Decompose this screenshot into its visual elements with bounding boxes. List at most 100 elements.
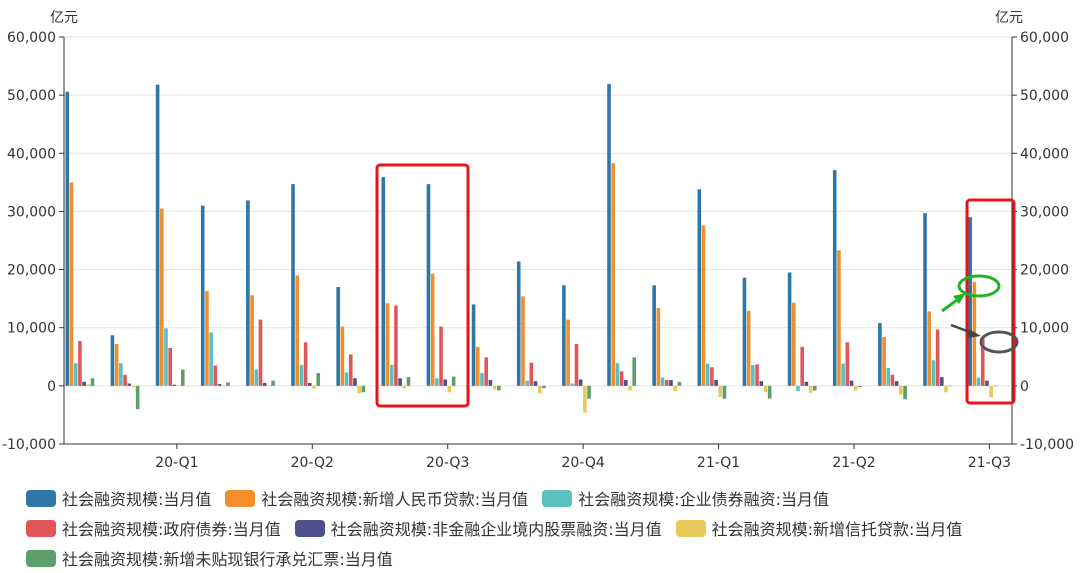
bar [763,385,768,393]
bar [316,373,321,386]
bar [361,385,366,393]
bar [583,385,587,413]
bar [394,305,398,386]
bar [200,205,205,386]
y-axis-unit-left: 亿元 [50,10,78,26]
bar [308,382,312,386]
bar [714,380,718,386]
bar [496,385,501,391]
x-tick-label: 20-Q4 [561,455,604,471]
legend-swatch [542,489,573,507]
y-tick-label-right: -10,000 [1020,437,1074,453]
legend-item[interactable]: 社会融资规模:当月值 [26,486,211,510]
bar [131,385,136,388]
bar [389,364,394,386]
bars [65,84,998,413]
legend-item[interactable]: 社会融资规模:企业债券融资:当月值 [542,486,829,510]
highlight-box [375,163,470,408]
annotation-arrowhead [953,293,966,304]
bar [119,363,123,386]
bar [849,380,854,386]
bar [619,371,624,386]
legend-swatch [26,549,56,567]
y-tick-label-left: 60,000 [7,30,56,46]
bar [180,369,185,386]
bar [673,385,677,392]
annotations [375,163,1019,408]
y-tick-label-left: -10,000 [2,437,56,453]
bar [295,275,300,386]
bar [159,208,164,386]
bar [935,329,940,386]
bar [226,382,230,386]
bar [980,338,985,386]
bar [78,341,82,386]
bar [853,385,858,391]
y-tick-label-left: 20,000 [7,263,56,279]
bar [985,380,989,386]
bar [221,385,226,387]
x-tick-label: 21-Q2 [832,455,875,471]
bar [86,384,91,386]
legend-label: 社会融资规模:新增人民币贷款:当月值 [261,490,529,509]
bar [710,367,714,386]
bar [254,369,259,386]
bar [492,385,497,390]
y-tick-label-left: 40,000 [7,146,56,162]
bar [447,385,452,393]
bar [791,302,796,386]
y-tick-label-right: 60,000 [1020,30,1069,46]
bar [587,385,591,399]
bar [114,343,119,386]
x-tick-label: 20-Q2 [291,455,334,471]
bar [989,385,993,398]
bar [205,291,209,386]
bar [566,319,570,386]
bar [521,296,525,386]
bar [123,374,127,386]
legend-item[interactable]: 社会融资规模:新增未贴现银行承兑汇票:当月值 [26,546,393,570]
bar [718,385,723,397]
bar [660,377,665,386]
bar [628,385,632,391]
legend: 社会融资规模:当月值 社会融资规模:新增人民币贷款:当月值 社会融资规模:企业债… [26,483,1066,573]
bar [217,384,222,386]
bar [841,363,845,386]
legend-item[interactable]: 社会融资规模:政府债券:当月值 [26,516,281,540]
legend-item[interactable]: 社会融资规模:新增人民币贷款:当月值 [225,486,528,510]
bar [652,285,656,386]
bar [976,377,981,386]
bar [435,378,439,386]
bar [172,384,177,386]
bar [516,261,521,386]
bar [899,385,903,395]
bar [209,332,213,386]
y-tick-label-right: 20,000 [1020,263,1069,279]
bar [336,287,340,386]
bar [443,379,448,386]
bar [722,385,727,399]
bar [90,378,95,386]
bar [669,380,673,386]
bar [426,184,431,386]
y-tick-label-right: 50,000 [1020,88,1069,104]
legend-item[interactable]: 社会融资规模:新增信托贷款:当月值 [675,516,962,540]
legend-row: 社会融资规模:新增未贴现银行承兑汇票:当月值 [26,543,1066,573]
bar [344,372,349,386]
bar [656,307,661,386]
bar [299,364,304,386]
legend-item[interactable]: 社会融资规模:非金融企业境内股票融资:当月值 [294,516,662,540]
bar [484,357,488,386]
bar [451,376,456,386]
bar [832,170,837,386]
bar [168,348,172,386]
bar [808,385,813,393]
bar [250,295,254,386]
legend-label: 社会融资规模:当月值 [62,490,212,509]
bar [632,357,637,386]
y-tick-label-left: 10,000 [7,321,56,337]
bar [931,360,936,386]
bar [664,380,669,386]
bar [903,385,907,400]
bar [303,342,308,386]
